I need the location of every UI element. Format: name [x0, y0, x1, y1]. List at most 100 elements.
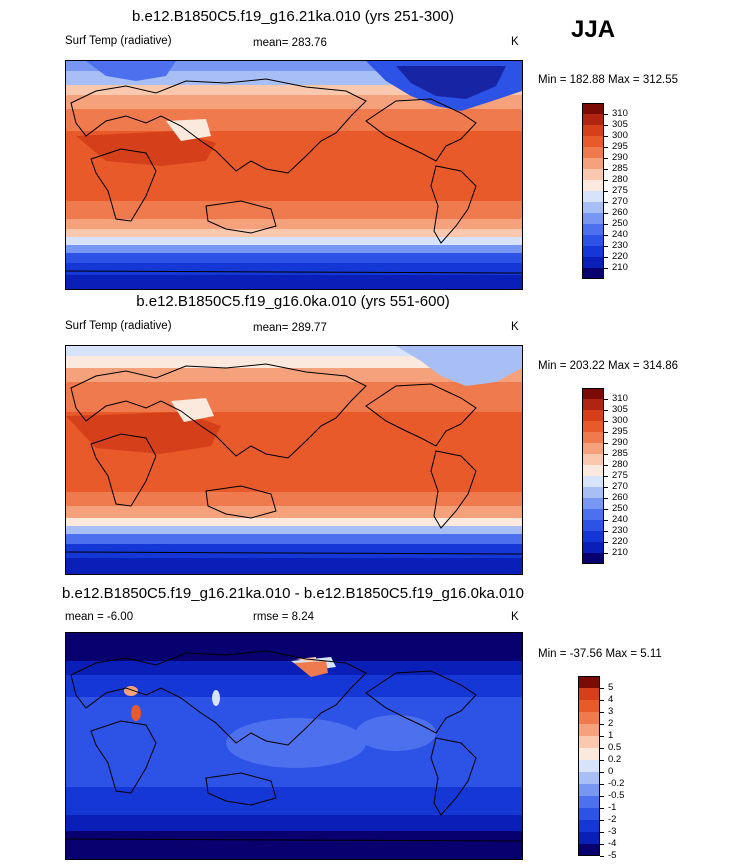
colorbar-label: 240 — [612, 514, 628, 525]
colorbar-label: 0.5 — [608, 742, 622, 753]
colorbar-tick — [600, 688, 604, 689]
colorbar-swatch — [582, 191, 604, 202]
colorbar-swatch — [582, 421, 604, 432]
colorbar-swatch — [578, 748, 600, 760]
colorbar-label: 240 — [612, 229, 628, 240]
panel-3-units: K — [511, 611, 519, 623]
colorbar-tick — [600, 772, 604, 773]
colorbar-tick — [604, 432, 608, 433]
colorbar-tick — [604, 268, 608, 269]
colorbar-tick — [604, 147, 608, 148]
colorbar-tick — [604, 399, 608, 400]
colorbar-tick — [604, 498, 608, 499]
colorbar-tick — [604, 169, 608, 170]
season-label: JJA — [571, 16, 616, 43]
colorbar-label: 280 — [612, 459, 628, 470]
colorbar-tick — [600, 784, 604, 785]
colorbar-label: 210 — [612, 547, 628, 558]
colorbar-swatch — [582, 257, 604, 268]
colorbar-swatch — [582, 169, 604, 180]
colorbar-label: 310 — [612, 393, 628, 404]
colorbar-label: 310 — [612, 108, 628, 119]
colorbar-label: 270 — [612, 481, 628, 492]
colorbar-label: 280 — [612, 174, 628, 185]
colorbar-label: 1 — [608, 730, 614, 741]
panel-2-units: K — [511, 321, 519, 333]
colorbar-label: 290 — [612, 152, 628, 163]
colorbar-label: 260 — [612, 492, 628, 503]
colorbar-tick — [604, 487, 608, 488]
colorbar-label: -5 — [608, 850, 617, 861]
panel-1-units: K — [511, 36, 519, 48]
colorbar-swatch — [578, 772, 600, 784]
colorbar-label: 300 — [612, 415, 628, 426]
colorbar-swatch — [582, 410, 604, 421]
panel-2-title: b.e12.B1850C5.f19_g16.0ka.010 (yrs 551-6… — [136, 293, 450, 310]
colorbar-label: 275 — [612, 185, 628, 196]
colorbar-tick — [600, 820, 604, 821]
colorbar-tick — [604, 224, 608, 225]
colorbar-label: -3 — [608, 826, 617, 837]
panel-2-colorbar: 310 305 300 295 290 285 280 275 270 260 250 240 230 2… — [582, 388, 682, 564]
panel-2-variable-label: Surf Temp (radiative) — [65, 320, 172, 332]
colorbar-label: 250 — [612, 503, 628, 514]
colorbar-label: 295 — [612, 426, 628, 437]
colorbar-tick — [604, 443, 608, 444]
colorbar-label: 305 — [612, 404, 628, 415]
colorbar-label: 260 — [612, 207, 628, 218]
colorbar-swatch — [582, 498, 604, 509]
colorbar-swatch — [578, 688, 600, 700]
panel-2-mean-label: mean= 289.77 — [253, 322, 327, 334]
colorbar-label: 285 — [612, 448, 628, 459]
colorbar-swatch — [582, 542, 604, 553]
panel-1-mean-label: mean= 283.76 — [253, 37, 327, 49]
colorbar-swatch — [578, 820, 600, 832]
panel-1-colorbar: 310 305 300 295 290 285 280 275 270 260 250 240 230 2… — [582, 103, 682, 279]
panel-2-minmax: Min = 203.22 Max = 314.86 — [538, 360, 679, 372]
colorbar-swatch — [578, 808, 600, 820]
panel-1-title: b.e12.B1850C5.f19_g16.21ka.010 (yrs 251-… — [132, 8, 454, 25]
colorbar-label: -1 — [608, 802, 617, 813]
colorbar-swatch — [582, 531, 604, 542]
colorbar-label: 230 — [612, 525, 628, 536]
colorbar-tick — [604, 257, 608, 258]
colorbar-swatch — [582, 235, 604, 246]
colorbar-label: 285 — [612, 163, 628, 174]
colorbar-swatch — [578, 712, 600, 724]
colorbar-swatch — [582, 454, 604, 465]
colorbar-swatch — [582, 553, 604, 564]
colorbar-swatch — [582, 476, 604, 487]
panel-1-variable-label: Surf Temp (radiative) — [65, 35, 172, 47]
colorbar-tick — [604, 246, 608, 247]
colorbar-label: 230 — [612, 240, 628, 251]
colorbar-swatch — [582, 487, 604, 498]
colorbar-swatch — [578, 784, 600, 796]
colorbar-label: 305 — [612, 119, 628, 130]
panel-1-minmax: Min = 182.88 Max = 312.55 — [538, 74, 679, 86]
colorbar-tick — [604, 202, 608, 203]
colorbar-label: 0.2 — [608, 754, 622, 765]
colorbar-tick — [600, 712, 604, 713]
colorbar-label: 4 — [608, 694, 614, 705]
colorbar-swatch — [578, 796, 600, 808]
colorbar-swatch — [578, 676, 600, 688]
colorbar-swatch — [582, 180, 604, 191]
colorbar-label: 250 — [612, 218, 628, 229]
colorbar-tick — [604, 542, 608, 543]
colorbar-tick — [604, 235, 608, 236]
colorbar-tick — [604, 191, 608, 192]
colorbar-swatch — [582, 520, 604, 531]
colorbar-swatch — [578, 832, 600, 844]
colorbar-label: 275 — [612, 470, 628, 481]
panel-3-colorbar: 5 4 3 2 1 0.5 0.2 0 -0.2 -0.5 -1 -2 -3 -4 -5 — [578, 676, 678, 861]
panel-1-map — [65, 60, 523, 290]
panel-2-map — [65, 345, 523, 575]
colorbar-tick — [600, 856, 604, 857]
colorbar-swatch — [578, 760, 600, 772]
colorbar-swatch — [582, 224, 604, 235]
colorbar-tick — [600, 796, 604, 797]
colorbar-swatch — [578, 700, 600, 712]
colorbar-label: 210 — [612, 262, 628, 273]
panel-3-map — [65, 632, 523, 860]
colorbar-tick — [600, 808, 604, 809]
